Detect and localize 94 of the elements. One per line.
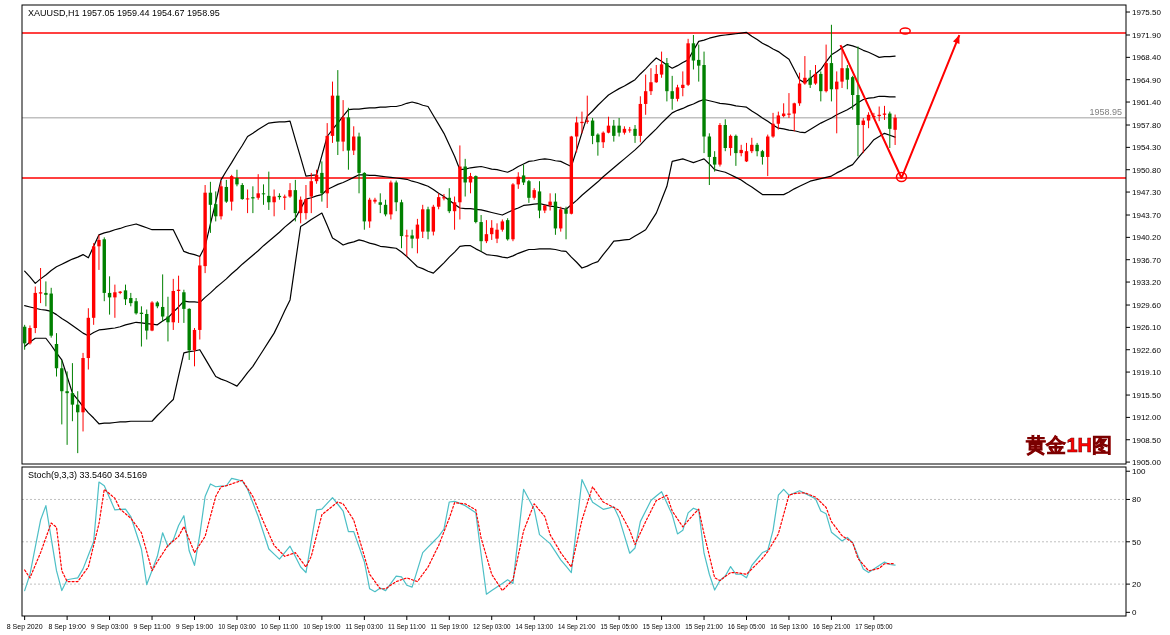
y-tick-label: 0 (1132, 608, 1137, 618)
candlestick (755, 142, 759, 157)
y-tick-label: 100 (1132, 467, 1146, 477)
candlestick (97, 234, 101, 271)
candlestick (463, 158, 467, 198)
y-tick-label: 1954.30 (1132, 143, 1162, 153)
candlestick (893, 114, 897, 146)
candlestick (251, 185, 255, 214)
line-series (24, 95, 896, 337)
y-tick-label: 1933.20 (1132, 278, 1162, 288)
candlestick (182, 289, 186, 324)
candlestick (421, 204, 425, 239)
candlestick (70, 362, 75, 422)
candlestick (649, 67, 653, 96)
candlestick (691, 34, 696, 70)
line-series (24, 132, 896, 425)
candlestick (373, 197, 377, 205)
candlestick (659, 51, 664, 79)
y-tick-label: 1961.40 (1132, 98, 1162, 108)
candlestick (787, 92, 791, 119)
y-tick-label: 1936.70 (1132, 255, 1162, 265)
candlestick (320, 160, 324, 203)
y-tick-label: 1968.40 (1132, 53, 1162, 63)
candlestick (288, 182, 292, 199)
y-tick-label: 1950.80 (1132, 165, 1162, 175)
y-tick-label: 1964.90 (1132, 75, 1162, 85)
line-series (24, 31, 896, 284)
candlestick (304, 184, 308, 220)
candlestick (261, 183, 266, 206)
candlestick (28, 324, 32, 346)
candlestick (160, 273, 165, 323)
candlestick (574, 116, 579, 153)
candlestick (166, 296, 170, 342)
candlestick (38, 267, 43, 304)
candlestick (803, 55, 807, 86)
candlestick (580, 111, 584, 134)
candlestick (145, 309, 149, 341)
y-tick-label: 1926.10 (1132, 323, 1162, 333)
y-tick-label: 1929.60 (1132, 301, 1162, 311)
chart-title: Stoch(9,3,3) 33.5460 34.5169 (28, 470, 148, 480)
y-tick-label: 1915.50 (1132, 391, 1162, 401)
candlestick (245, 188, 250, 214)
candlestick (771, 112, 775, 139)
candlestick (697, 44, 701, 83)
candlestick (426, 206, 430, 240)
y-tick-label: 1919.10 (1132, 368, 1162, 378)
y-tick-label: 1975.50 (1132, 8, 1162, 18)
candlestick (442, 193, 446, 201)
candlestick (888, 111, 892, 149)
candlestick (60, 359, 64, 425)
candlestick (670, 75, 674, 111)
candlestick (65, 370, 69, 446)
y-tick-label: 50 (1132, 537, 1142, 547)
candlestick (792, 102, 796, 132)
candlestick (410, 229, 414, 249)
candlestick (813, 64, 818, 86)
candlestick (840, 46, 844, 89)
candlestick (394, 180, 398, 212)
candlestick (267, 171, 271, 211)
chart-title: XAUUSD,H1 1957.05 1959.44 1954.67 1958.95 (28, 8, 220, 18)
candlestick (734, 134, 738, 167)
y-tick-label: 1943.70 (1132, 211, 1162, 221)
candlestick (495, 222, 499, 244)
candlestick (123, 284, 128, 306)
candlestick (224, 179, 229, 204)
annotation: 黄金1H图 (1025, 434, 1112, 456)
y-tick-label: 1947.30 (1132, 188, 1162, 198)
candlestick (527, 179, 531, 204)
candlestick (712, 150, 717, 173)
candlestick (633, 124, 637, 144)
y-tick-label: 1957.80 (1132, 121, 1162, 131)
candlestick (235, 169, 239, 187)
candlestick (272, 188, 276, 217)
y-tick-label: 1971.90 (1132, 31, 1162, 40)
ref-line-label: 1958.95 (1089, 106, 1122, 117)
candlestick (378, 192, 382, 214)
y-tick-label: 1905.00 (1132, 458, 1162, 468)
y-tick-label: 1908.50 (1132, 435, 1162, 445)
candlestick (596, 132, 600, 157)
y-tick-label: 1912.00 (1132, 413, 1162, 423)
candlestick (643, 74, 648, 116)
candlestick (405, 229, 409, 258)
y-tick-label: 1940.20 (1132, 233, 1162, 243)
candlestick (537, 180, 542, 219)
y-tick-label: 20 (1132, 580, 1142, 590)
candlestick (819, 70, 823, 102)
candlestick (845, 64, 850, 90)
candlestick (479, 214, 483, 252)
candlestick (452, 196, 457, 231)
candlestick (681, 70, 685, 97)
candlestick (564, 206, 568, 240)
candlestick (548, 192, 552, 212)
y-tick-label: 80 (1132, 495, 1142, 505)
y-tick-label: 1922.60 (1132, 345, 1162, 355)
